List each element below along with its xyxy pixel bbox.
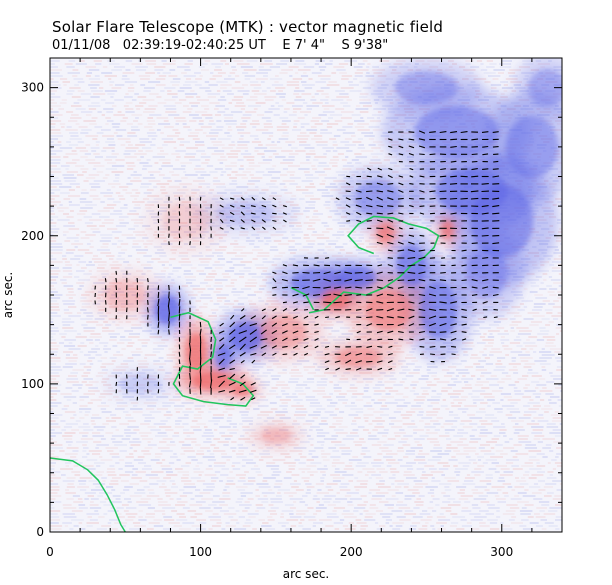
observation-time: 02:39:19-02:40:25 UT (122, 38, 266, 53)
observation-date: 01/11/08 (52, 38, 111, 53)
position-ew: E 7' 4" (282, 38, 325, 53)
position-ns: S 9'38" (341, 38, 389, 53)
chart-title: Solar Flare Telescope (MTK) : vector mag… (52, 18, 444, 36)
observation-info: 01/11/08 02:39:19-02:40:25 UT E 7' 4" S … (52, 38, 388, 53)
